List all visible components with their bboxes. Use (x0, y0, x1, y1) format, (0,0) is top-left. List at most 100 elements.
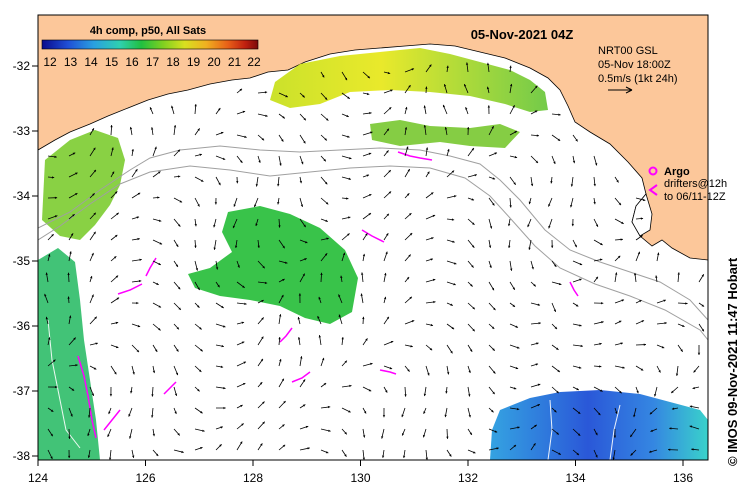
current-arrowhead (181, 450, 184, 454)
current-arrowhead (360, 272, 364, 275)
current-arrowhead (178, 224, 181, 227)
current-arrowhead (109, 394, 113, 397)
current-arrowhead (55, 385, 58, 389)
current-arrowhead (262, 265, 265, 269)
current-arrowhead (176, 326, 179, 330)
current-arrowhead (68, 436, 71, 439)
current-arrowhead (621, 299, 625, 302)
current-arrowhead (324, 138, 327, 141)
current-arrowhead (348, 216, 351, 219)
current-arrowhead (300, 356, 303, 359)
current-arrowhead (470, 284, 473, 287)
current-arrowhead (446, 65, 449, 69)
current-arrowhead (489, 265, 492, 268)
current-arrowhead (472, 328, 475, 332)
current-arrowhead (637, 251, 640, 255)
current-arrowhead (264, 281, 268, 285)
current-arrowhead (429, 347, 433, 351)
current-arrowhead (452, 240, 455, 243)
current-arrowhead (279, 163, 282, 166)
current-arrowhead (325, 118, 329, 121)
current-arrowhead (550, 245, 554, 248)
current-arrowhead (630, 453, 633, 456)
current-arrowhead (200, 349, 203, 352)
current-arrowhead (114, 234, 118, 238)
current-arrowhead (658, 370, 661, 373)
current-arrowhead (537, 303, 541, 306)
current-arrowhead (595, 163, 598, 166)
current-arrowhead (509, 83, 513, 87)
current-arrowhead (261, 317, 264, 320)
current-arrowhead (71, 388, 75, 391)
current-arrowhead (465, 107, 468, 110)
current-arrowhead (95, 342, 98, 345)
drifter-tracks (77, 151, 579, 439)
current-arrowhead (173, 125, 177, 128)
current-arrowhead (348, 177, 351, 180)
current-arrowhead (51, 176, 55, 179)
current-arrowhead (423, 393, 427, 397)
current-arrowhead (176, 349, 179, 352)
current-arrowhead (242, 285, 245, 288)
current-arrowhead (381, 455, 385, 458)
current-arrowhead (149, 107, 153, 110)
current-arrowhead (390, 89, 393, 92)
current-arrowhead (349, 156, 352, 160)
current-arrowhead (553, 161, 556, 165)
current-arrowhead (468, 370, 471, 373)
current-arrowhead (48, 254, 51, 257)
current-arrowhead (425, 457, 429, 460)
current-arrowhead (155, 349, 158, 352)
current-arrowhead (218, 182, 221, 186)
current-arrowhead (423, 411, 426, 414)
current-arrowhead (404, 394, 407, 397)
current-arrowhead (136, 216, 140, 219)
current-arrowhead (255, 223, 258, 226)
current-arrowhead (433, 300, 436, 304)
current-arrowhead (324, 181, 328, 185)
current-arrowhead (474, 174, 477, 177)
current-arrowhead (556, 347, 559, 350)
current-arrowhead (654, 394, 657, 397)
current-arrowhead (261, 336, 264, 340)
current-arrowhead (261, 299, 264, 303)
legend-tick: 21 (228, 55, 242, 69)
current-arrowhead (515, 366, 519, 370)
x-tick-label: 128 (243, 471, 263, 485)
current-arrowhead (282, 424, 285, 427)
current-arrowhead (691, 448, 694, 451)
current-arrowhead (425, 147, 429, 150)
current-arrowhead (491, 326, 495, 329)
current-arrowhead (237, 265, 240, 268)
current-arrowhead (325, 451, 329, 454)
current-arrowhead (663, 299, 666, 302)
current-arrowhead (174, 393, 178, 396)
current-arrowhead (175, 264, 178, 267)
current-arrowhead (259, 382, 263, 385)
arrow-scale: 0.5m/s (1kt 24h) (598, 73, 677, 85)
current-arrowhead (262, 421, 265, 425)
current-arrowhead (535, 85, 538, 89)
y-tick-label: -34 (13, 189, 31, 203)
current-arrowhead (282, 278, 285, 282)
current-arrowhead (302, 273, 305, 277)
argo-label: Argo (664, 166, 690, 178)
current-arrowhead (571, 223, 575, 227)
current-arrowhead (366, 174, 370, 177)
current-arrowhead (159, 242, 163, 245)
current-arrowhead (54, 196, 58, 199)
model-info: NRT00 GSL 05-Nov 18:00Z 0.5m/s (1kt 24h) (598, 45, 677, 94)
current-arrowhead (285, 95, 288, 98)
legend-tick: 13 (64, 55, 78, 69)
current-arrowhead (221, 305, 224, 308)
current-arrowhead (381, 436, 384, 439)
current-arrowhead (265, 114, 268, 117)
current-arrowhead (305, 425, 309, 429)
current-arrowhead (200, 179, 204, 182)
current-arrowhead (677, 272, 680, 275)
current-arrowhead (512, 304, 516, 307)
current-arrowhead (492, 391, 495, 395)
current-arrowhead (693, 370, 696, 373)
current-arrowhead (202, 429, 205, 432)
current-arrowhead (642, 198, 646, 202)
